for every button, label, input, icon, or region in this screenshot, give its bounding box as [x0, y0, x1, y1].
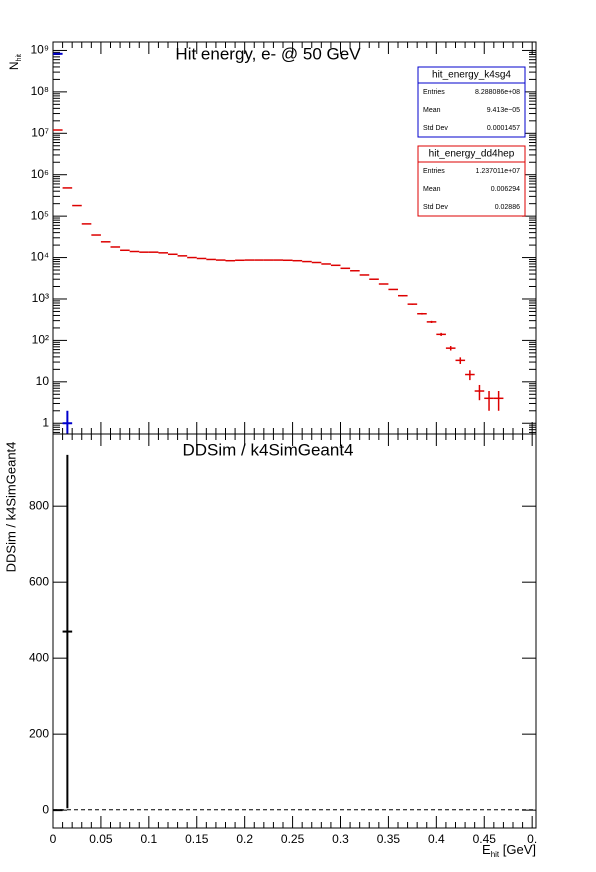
chart-title: DDSim / k4SimGeant4 [183, 440, 354, 459]
stats-value: 0.006294 [491, 186, 520, 193]
y-tick-label: 600 [29, 574, 49, 588]
y-tick-label: 10⁷ [31, 125, 49, 139]
stats-label: Std Dev [423, 125, 448, 132]
data-point [417, 312, 427, 315]
stats-title: hit_energy_dd4hep [429, 149, 515, 160]
y-tick-label: 10⁴ [30, 250, 49, 264]
data-point [378, 283, 389, 285]
y-axis-label: DDSim / k4SimGeant4 [3, 442, 18, 573]
stats-value: 0.02886 [495, 204, 520, 211]
stats-label: Entries [423, 89, 445, 96]
data-point [465, 370, 475, 381]
stats-label: Std Dev [423, 204, 448, 211]
data-point [445, 346, 456, 351]
stats-value: 8.288086e+08 [475, 89, 520, 96]
data-point [455, 357, 466, 364]
stats-label: Mean [423, 107, 441, 114]
data-point [493, 391, 504, 411]
y-tick-label: 0 [42, 802, 49, 816]
x-tick-label: 0.3 [332, 832, 349, 846]
data-point [436, 332, 446, 336]
data-point [369, 278, 379, 280]
stats-value: 9.413e−05 [487, 107, 520, 114]
x-tick-label: 0. [527, 832, 537, 846]
stats-value: 0.0001457 [487, 125, 520, 132]
x-tick-label: 0.35 [377, 832, 401, 846]
x-tick-label: 0.2 [236, 832, 253, 846]
data-point [350, 270, 360, 272]
y-tick-label: 10⁹ [31, 43, 50, 57]
y-tick-label: 1 [42, 415, 49, 429]
y-tick-label: 800 [29, 498, 49, 512]
x-tick-label: 0.05 [89, 832, 113, 846]
y-tick-label: 400 [29, 650, 49, 664]
data-point [484, 391, 494, 411]
stats-value: 1.237011e+07 [476, 168, 521, 175]
plot-frame [52, 433, 537, 829]
stats-box [417, 66, 526, 138]
stats-label: Mean [423, 186, 441, 193]
x-tick-label: 0.4 [428, 832, 445, 846]
y-tick-label: 200 [29, 726, 49, 740]
chart-title: Hit energy, e- @ 50 GeV [175, 44, 361, 63]
data-point [398, 294, 408, 297]
y-tick-label: 10⁸ [31, 84, 49, 98]
stats-title: hit_energy_k4sg4 [432, 70, 511, 81]
x-tick-label: 0.45 [473, 832, 497, 846]
data-point [388, 288, 398, 291]
y-axis-label: Nhit [7, 54, 23, 70]
y-tick-label: 10⁶ [31, 167, 49, 181]
x-axis-label: Ehit [GeV] [482, 842, 536, 859]
stats-box [417, 145, 526, 217]
x-tick-label: 0 [50, 832, 57, 846]
data-point [407, 303, 418, 305]
data-point [62, 410, 73, 434]
data-point [474, 384, 485, 401]
data-point [62, 454, 73, 809]
y-tick-label: 10 [36, 374, 50, 388]
y-tick-label: 10² [32, 333, 49, 347]
data-point [359, 274, 370, 276]
x-tick-label: 0.1 [140, 832, 157, 846]
y-tick-label: 10⁵ [31, 208, 49, 222]
stats-label: Entries [423, 168, 445, 175]
data-point [426, 320, 437, 324]
x-tick-label: 0.25 [281, 832, 305, 846]
x-tick-label: 0.15 [185, 832, 209, 846]
y-tick-label: 10³ [32, 291, 49, 305]
